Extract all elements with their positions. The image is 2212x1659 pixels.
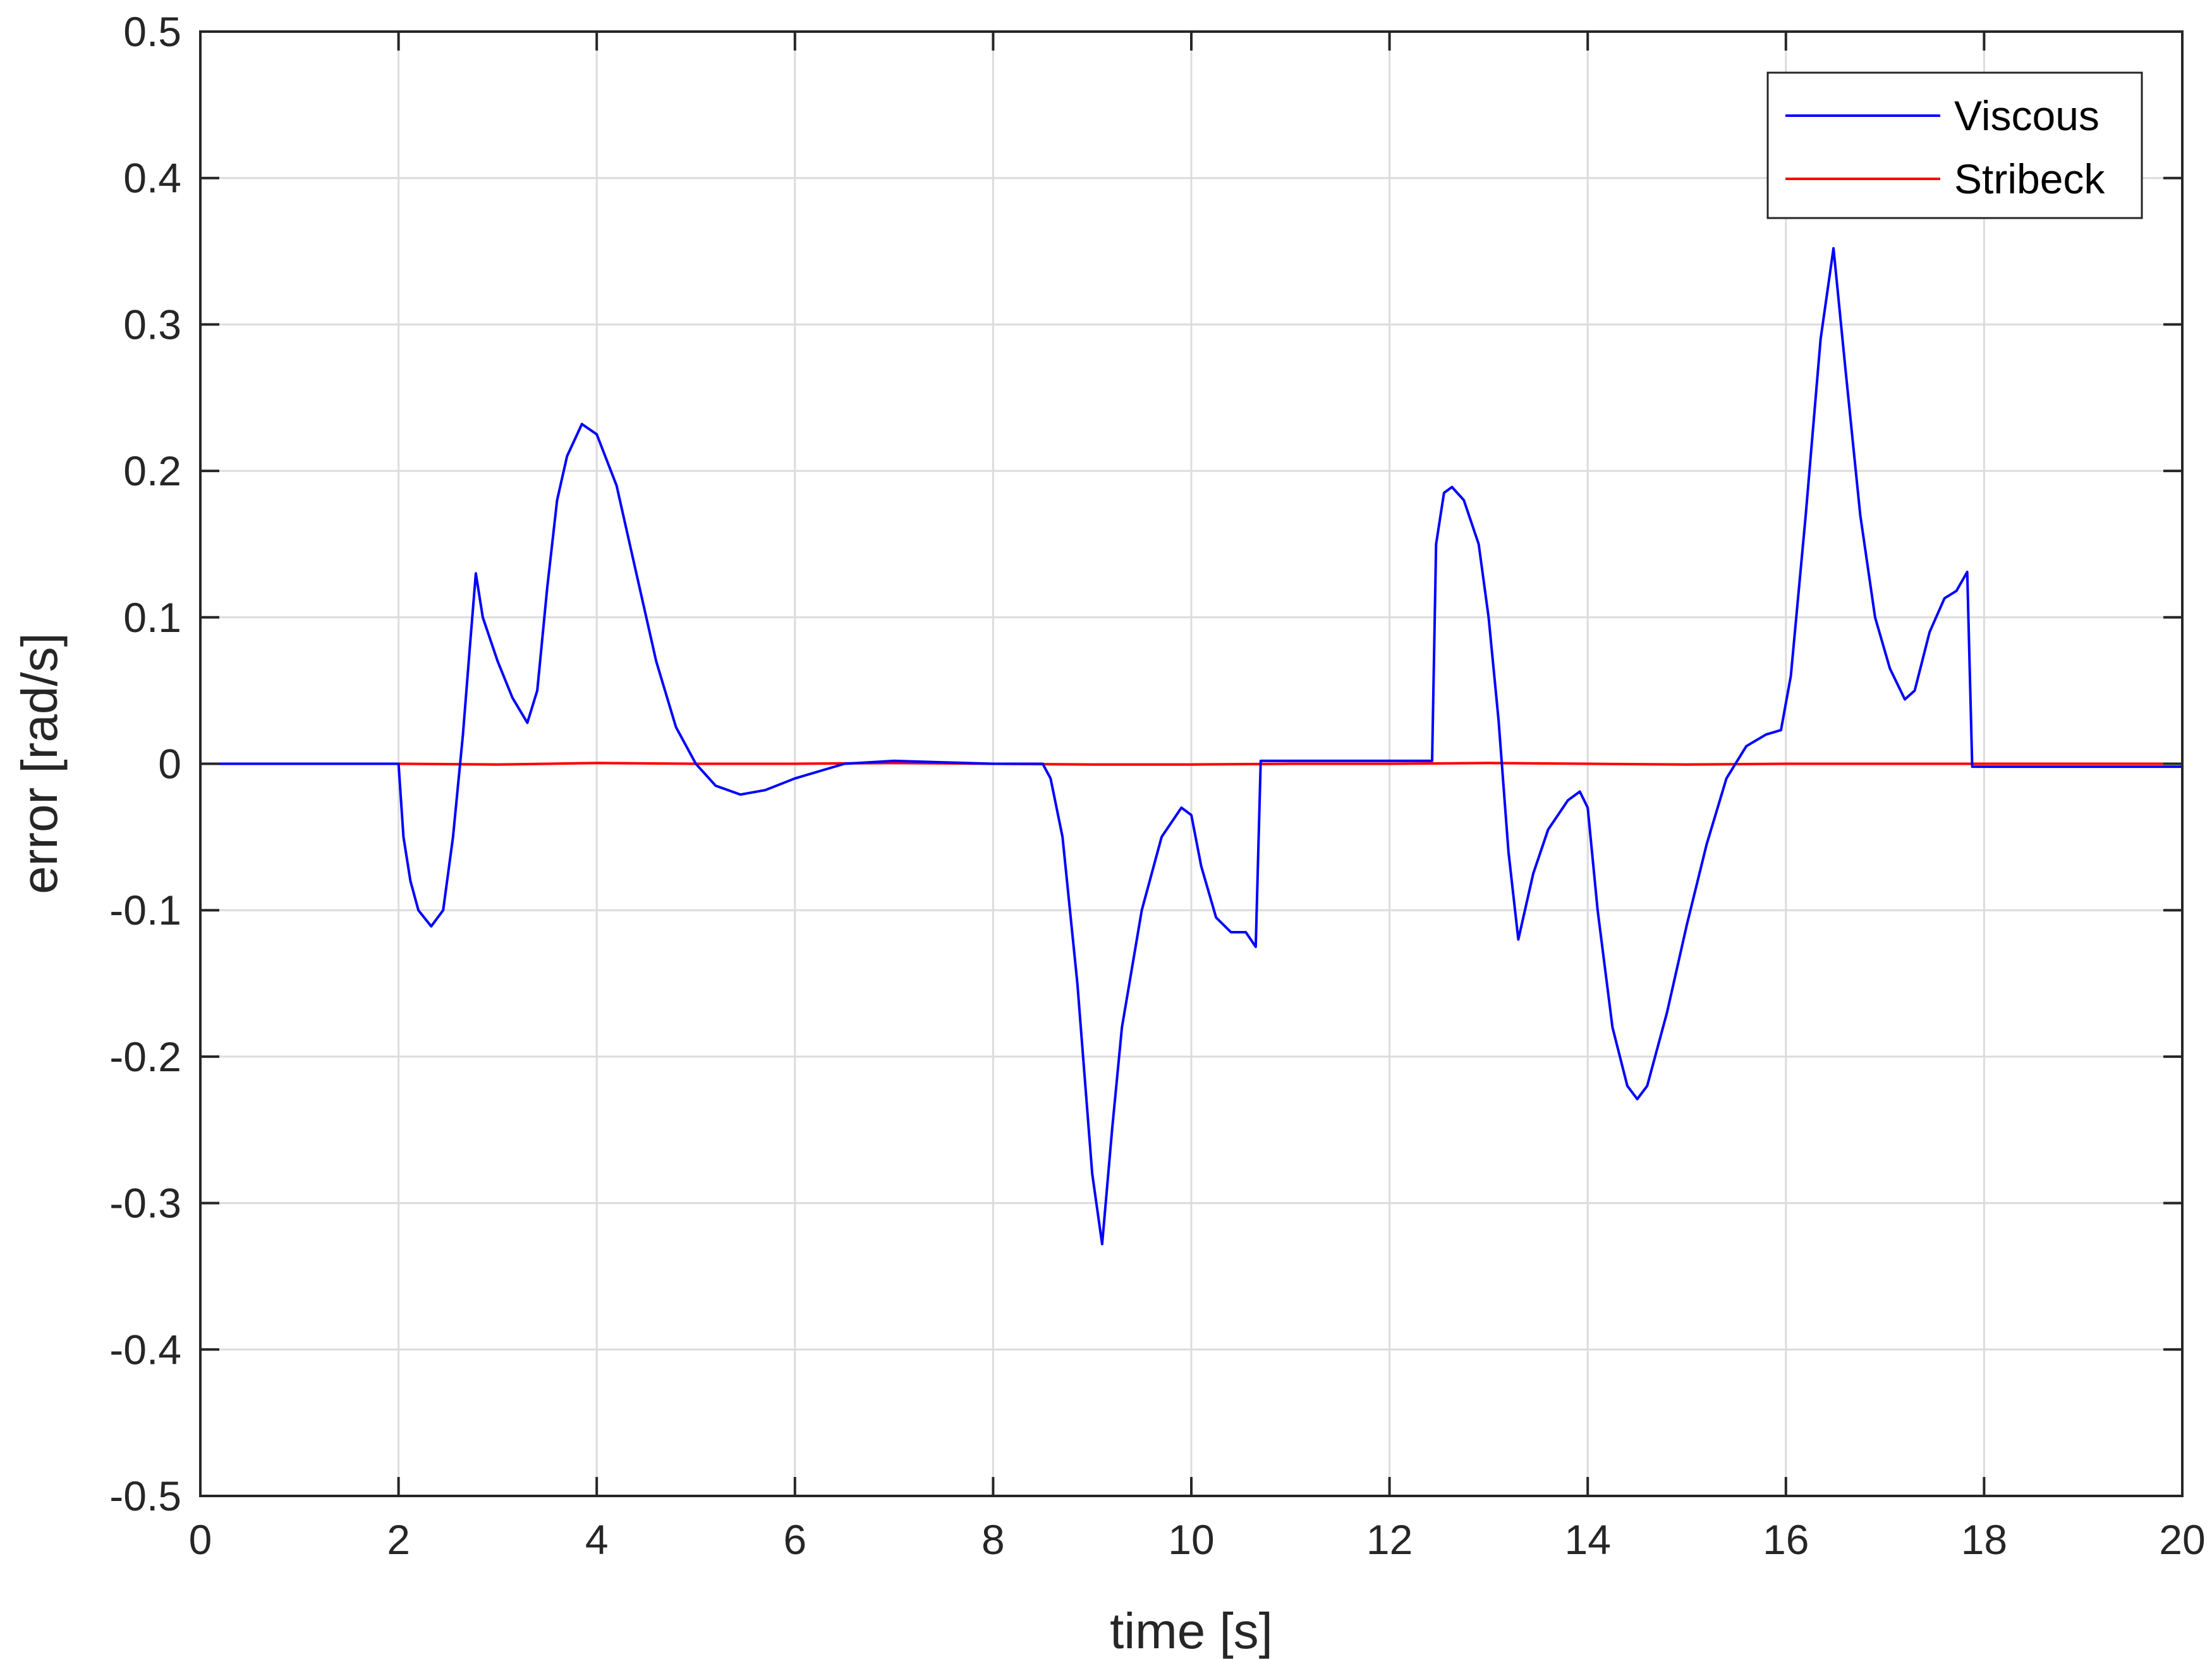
legend-label-stribeck: Stribeck xyxy=(1954,155,2105,202)
x-tick-label: 14 xyxy=(1564,1516,1610,1563)
x-tick-label: 6 xyxy=(783,1516,806,1563)
x-tick-label: 2 xyxy=(387,1516,410,1563)
x-tick-label: 10 xyxy=(1168,1516,1214,1563)
x-tick-label: 12 xyxy=(1366,1516,1413,1563)
series-layer xyxy=(199,246,2184,1246)
y-tick-label: -0.1 xyxy=(109,887,181,933)
legend: Viscous Stribeck xyxy=(1766,71,2143,219)
y-tick-label: 0.1 xyxy=(123,594,181,641)
y-tick-label: 0.5 xyxy=(123,8,181,55)
series-line-stribeck xyxy=(199,762,2184,766)
y-tick-label: -0.5 xyxy=(109,1473,181,1519)
x-tick-label: 16 xyxy=(1763,1516,1809,1563)
y-tick-label: 0.3 xyxy=(123,301,181,348)
x-tick-label: 20 xyxy=(2159,1516,2205,1563)
tick-labels: 0 2 4 6 8 10 12 14 16 18 20 -0.5 -0.4 -0.3 -0.2 -0.1 0 0.… xyxy=(109,8,2205,1563)
y-tick-label: -0.4 xyxy=(109,1326,181,1373)
y-tick-label: -0.3 xyxy=(109,1180,181,1227)
y-tick-label: 0 xyxy=(158,741,181,787)
x-axis-label: time [s] xyxy=(1110,1603,1273,1659)
x-tick-label: 0 xyxy=(189,1516,212,1563)
legend-label-viscous: Viscous xyxy=(1954,92,2100,139)
y-tick-label: -0.2 xyxy=(109,1033,181,1080)
y-tick-label: 0.4 xyxy=(123,155,181,202)
x-tick-label: 18 xyxy=(1961,1516,2007,1563)
series-line-viscous xyxy=(199,246,2184,1246)
x-tick-label: 4 xyxy=(585,1516,609,1563)
y-tick-label: 0.2 xyxy=(123,447,181,494)
legend-box xyxy=(1766,71,2143,219)
tick-marks xyxy=(199,30,2184,1497)
x-tick-label: 8 xyxy=(981,1516,1005,1563)
y-axis-label: error [rad/s] xyxy=(11,633,68,894)
